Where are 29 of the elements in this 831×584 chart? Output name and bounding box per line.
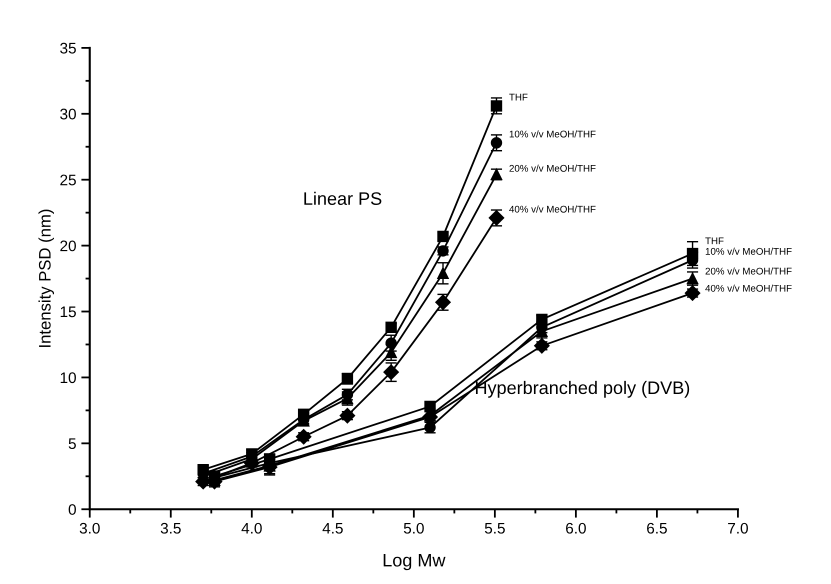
x-tick-label: 5.0 [404,522,424,534]
series-label: 10% v/v MeOH/THF [510,130,596,138]
series-label: 40% v/v MeOH/THF [705,284,792,292]
x-tick-label: 5.5 [484,523,505,534]
series-label: 10% v/v MeOH/THF [706,248,792,255]
y-tick-label: 20 [60,240,76,252]
x-tick-label: 7.0 [728,522,748,534]
annotation: Hyperbranched poly (DVB) [476,380,690,398]
y-tick-label: 25 [60,174,76,186]
annotation: Linear PS [304,192,382,205]
y-tick-label: 0 [68,504,76,515]
x-tick-label: 4.0 [242,522,262,534]
x-tick-label: 3.5 [160,522,181,534]
x-tick-label: 6.0 [566,522,586,534]
series-label: 20% v/v MeOH/THF [509,164,596,172]
y-tick-label: 30 [60,108,76,120]
x-tick-label: 3.0 [80,522,100,534]
y-tick-label: 5 [68,438,76,450]
y-tick-label: 35 [60,42,76,54]
y-axis-title: Intensity PSD (nm) [38,210,54,347]
series-label: THF [705,237,724,244]
series-label: THF [509,94,528,100]
x-tick-label: 4.5 [322,523,343,534]
y-tick-label: 15 [60,306,76,318]
series-label: 20% v/v MeOH/THF [706,267,792,275]
x-tick-label: 6.5 [647,522,667,534]
x-axis-title: Log Mw [384,554,446,570]
y-tick-label: 10 [60,372,76,384]
series-label: 40% v/v MeOH/THF [509,205,596,213]
